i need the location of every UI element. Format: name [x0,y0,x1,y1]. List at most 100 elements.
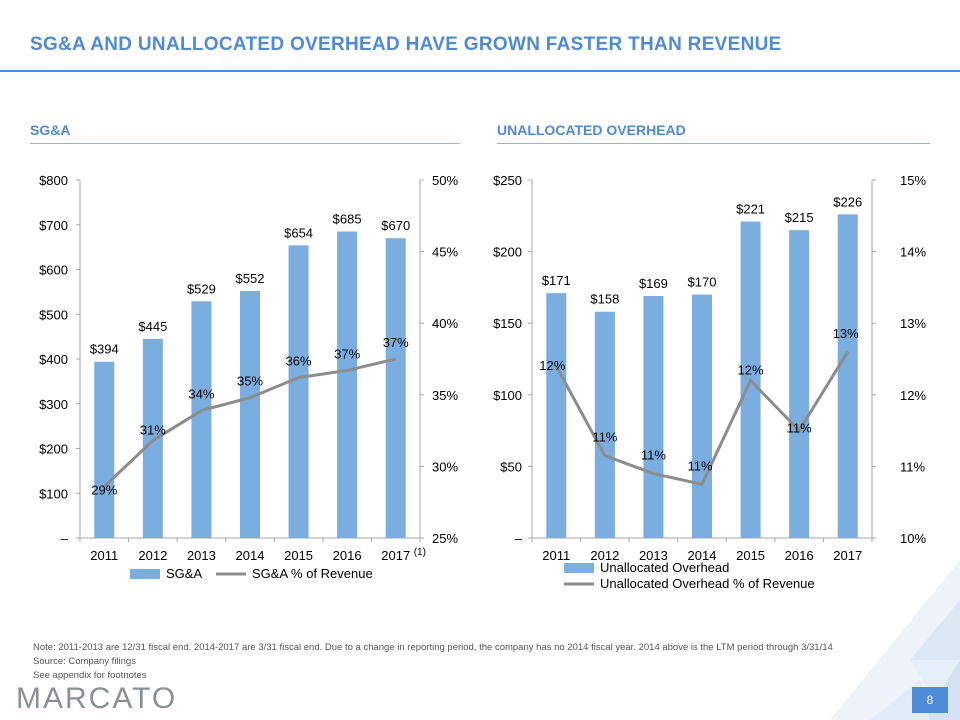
percent-value-label: 34% [188,387,214,402]
legend-label-line: SG&A % of Revenue [252,566,373,581]
bar [643,295,664,538]
bar [789,230,810,538]
footnotes: Note: 2011-2013 are 12/31 fiscal end. 20… [33,641,833,683]
percent-value-label: 29% [91,482,117,497]
x-tick-label: 2014 [236,548,265,563]
x-tick-label: 2013 [639,548,668,563]
legend-label-line: Unallocated Overhead % of Revenue [600,576,815,591]
bar [837,214,858,539]
sga-chart: – $100 $200 $300 $400 $500 $600 $700 $800 25% 30% 3… [39,173,458,581]
appendix-line: See appendix for footnotes [33,670,147,681]
percent-value-label: 11% [641,448,666,463]
bar-value-label: $529 [187,281,216,296]
percent-line [103,357,397,488]
x-tick-label: 2017 [833,548,862,563]
left-tick-label: $300 [39,397,68,412]
right-tick-label: 13% [900,316,926,331]
x-tick-label: 2011 [90,548,118,563]
right-tick-label: 11% [900,459,925,474]
bar [692,294,712,538]
percent-value-label: 11% [687,458,712,473]
bar [94,361,115,538]
bar [385,238,406,539]
legend-label-bar: Unallocated Overhead [600,560,729,575]
right-tick-label: 15% [900,173,926,188]
left-tick-label: $250 [493,173,522,188]
source-line: Source: Company filings [33,656,136,667]
left-tick-label: $800 [39,173,68,188]
percent-value-label: 13% [833,326,859,341]
title-divider [0,70,960,72]
bar-value-label: $169 [639,276,668,291]
x-tick-label: 2011 [542,548,570,563]
right-tick-label: 35% [432,388,458,403]
percent-value-label: 31% [140,423,166,438]
bar-value-label: $670 [381,218,410,233]
x-tick-label: 2015 [284,548,313,563]
right-tick-label: 25% [432,531,458,546]
overhead-chart: – $50 $100 $150 $200 $250 10% 11% 12% 13% 14% 15% 20… [493,173,926,591]
bar-value-label: $171 [542,273,571,288]
bar-value-label: $226 [833,194,862,209]
x-tick-label: 2012 [138,548,167,563]
left-tick-label: – [61,531,69,546]
left-tick-label: $400 [39,352,68,367]
x-tick-label: 2016 [333,548,362,563]
overhead-section-divider [497,143,930,144]
sga-section-divider [30,143,460,144]
legend-label-bar: SG&A [166,566,202,581]
percent-value-label: 11% [787,421,812,436]
bar-value-label: $685 [333,211,362,226]
company-logo: MARCATO [16,682,178,715]
right-tick-label: 50% [432,173,458,188]
left-tick-label: $50 [500,459,522,474]
bar [240,290,260,538]
bar-value-label: $215 [785,210,814,225]
bar-value-label: $170 [688,275,717,290]
legend-swatch-bar [564,563,594,573]
page-title: SG&A AND UNALLOCATED OVERHEAD HAVE GROWN… [30,34,782,55]
bar [337,231,358,538]
overhead-section-title: UNALLOCATED OVERHEAD [497,122,686,138]
x-tick-label: 2014 [688,548,717,563]
percent-value-label: 11% [592,430,617,445]
bar-value-label: $552 [236,271,265,286]
bar-value-label: $221 [736,202,765,217]
right-tick-label: 45% [432,245,458,260]
left-tick-label: $500 [39,307,68,322]
right-tick-label: 10% [900,531,926,546]
sga-section-title: SG&A [30,122,71,138]
percent-value-label: 37% [383,335,409,350]
right-tick-label: 14% [900,245,926,260]
right-tick-label: 40% [432,316,458,331]
x-tick-label: 2012 [590,548,619,563]
bar-value-label: $158 [590,292,619,307]
bar [546,293,567,538]
percent-value-label: 12% [738,362,764,377]
percent-line [554,351,849,487]
x-tick-footnote: (1) [414,547,426,558]
left-tick-label: $600 [39,263,68,278]
legend-swatch-bar [130,569,160,579]
bar-value-label: $445 [138,319,167,334]
left-tick-label: $100 [493,388,522,403]
left-tick-label: $100 [39,486,68,501]
bar [191,301,212,538]
x-tick-label: 2017 [381,548,410,563]
percent-value-label: 12% [539,358,565,373]
x-tick-label: 2015 [736,548,765,563]
right-tick-label: 30% [432,459,458,474]
bar [288,245,309,538]
left-tick-label: – [515,531,523,546]
x-tick-label: 2016 [785,548,814,563]
left-tick-label: $200 [39,442,68,457]
bar-value-label: $394 [90,342,119,357]
page-number: 8 [912,687,948,713]
percent-value-label: 36% [286,354,312,369]
note-line: Note: 2011-2013 are 12/31 fiscal end. 20… [33,642,833,653]
left-tick-label: $150 [493,316,522,331]
percent-value-label: 37% [334,346,360,361]
left-tick-label: $200 [493,245,522,260]
bar [142,338,163,538]
left-tick-label: $700 [39,218,68,233]
